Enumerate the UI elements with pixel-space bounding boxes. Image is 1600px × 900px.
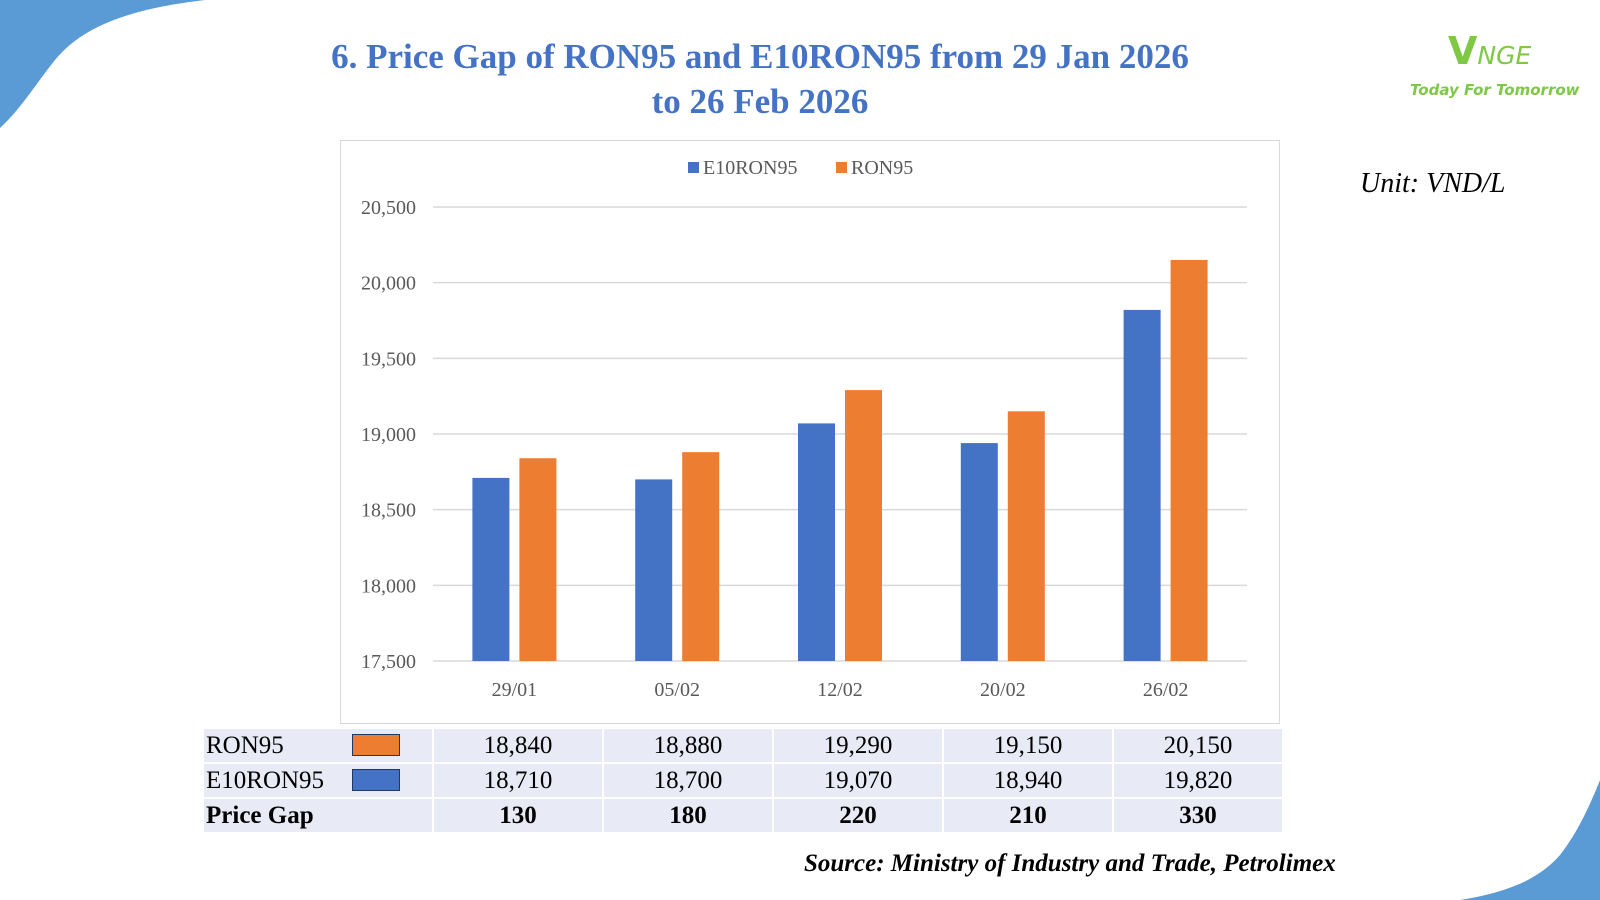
bar-e10ron95-05-02 <box>635 479 673 661</box>
table-cell: 330 <box>1114 799 1282 832</box>
bar-ron95-12-02 <box>845 390 882 661</box>
y-tick-label: 20,500 <box>361 197 416 219</box>
chart-gridlines <box>433 206 1247 662</box>
x-tick-label: 12/02 <box>817 679 863 701</box>
logo-wordmark: VNGE <box>1448 29 1531 73</box>
bar-ron95-05-02 <box>682 452 720 661</box>
logo-tagline: Today For Tomorrow <box>1410 81 1580 99</box>
table-cell: 18,840 <box>434 729 602 762</box>
table-cell: 19,820 <box>1114 764 1282 797</box>
y-tick-label: 19,500 <box>361 348 416 370</box>
table-cell: 18,700 <box>604 764 772 797</box>
legend-swatch-ron95 <box>836 162 847 173</box>
bar-ron95-26-02 <box>1170 259 1208 661</box>
table-cell: 180 <box>604 799 772 832</box>
bar-e10ron95-12-02 <box>798 423 835 661</box>
bar-e10ron95-26-02 <box>1123 309 1161 661</box>
table-cell: 220 <box>774 799 942 832</box>
vnge-logo: VNGE Today For Tomorrow <box>1400 15 1590 115</box>
legend-label-ron95: RON95 <box>851 157 913 179</box>
y-tick-label: 19,000 <box>361 424 416 446</box>
logo-check-v-icon: V <box>1448 29 1478 73</box>
corner-decoration-top-left <box>0 0 205 128</box>
row-label-cell: RON95 <box>204 729 432 762</box>
table-cell: 130 <box>434 799 602 832</box>
row-label: RON95 <box>206 731 284 759</box>
source-note: Source: Ministry of Industry and Trade, … <box>804 850 1336 877</box>
legend-label-e10ron95: E10RON95 <box>703 157 797 179</box>
chart-legend: E10RON95 RON95 <box>688 157 913 179</box>
table-cell: 19,150 <box>944 729 1112 762</box>
price-data-table: RON95 18,840 18,880 19,290 19,150 20,150… <box>202 727 1284 834</box>
ron95-color-swatch <box>352 734 400 756</box>
table-cell: 18,940 <box>944 764 1112 797</box>
bar-ron95-20-02 <box>1007 411 1045 661</box>
x-tick-label: 20/02 <box>980 679 1026 701</box>
bar-ron95-29-01 <box>519 458 557 661</box>
corner-decoration-bottom-right <box>1460 780 1600 900</box>
table-cell: 210 <box>944 799 1112 832</box>
table-row-e10ron95: E10RON95 18,710 18,700 19,070 18,940 19,… <box>204 764 1282 797</box>
x-axis-ticks: 29/01 05/02 12/02 20/02 26/02 <box>492 679 1189 701</box>
table-cell: 20,150 <box>1114 729 1282 762</box>
table-cell: 18,710 <box>434 764 602 797</box>
e10ron95-color-swatch <box>352 769 400 791</box>
row-label-cell: E10RON95 <box>204 764 432 797</box>
x-tick-label: 26/02 <box>1143 679 1189 701</box>
y-tick-label: 18,500 <box>361 500 416 522</box>
table-row-ron95: RON95 18,840 18,880 19,290 19,150 20,150 <box>204 729 1282 762</box>
table-cell: 18,880 <box>604 729 772 762</box>
bar-e10ron95-29-01 <box>472 477 510 661</box>
row-label-cell: Price Gap <box>204 799 432 832</box>
logo-wordmark-text: NGE <box>1477 41 1532 70</box>
bar-chart: E10RON95 RON95 17,500 18,000 18,500 19,000 19… <box>361 157 1247 701</box>
bar-e10ron95-20-02 <box>960 443 998 661</box>
unit-label: Unit: VND/L <box>1360 168 1506 199</box>
row-label: E10RON95 <box>206 766 325 794</box>
title-line-1: 6. Price Gap of RON95 and E10RON95 from … <box>331 37 1189 76</box>
table-row-price-gap: Price Gap 130 180 220 210 330 <box>204 799 1282 832</box>
table-cell: 19,070 <box>774 764 942 797</box>
y-tick-label: 18,000 <box>361 575 416 597</box>
y-tick-label: 17,500 <box>361 651 416 673</box>
row-label: Price Gap <box>206 801 314 829</box>
legend-swatch-e10ron95 <box>688 162 699 173</box>
y-tick-label: 20,000 <box>361 273 416 295</box>
x-tick-label: 29/01 <box>492 679 538 701</box>
chart-bars <box>472 259 1208 661</box>
x-tick-label: 05/02 <box>654 679 700 701</box>
page-title: 6. Price Gap of RON95 and E10RON95 from … <box>250 34 1270 124</box>
table-cell: 19,290 <box>774 729 942 762</box>
title-line-2: to 26 Feb 2026 <box>651 82 869 121</box>
chart-area: E10RON95 RON95 17,500 18,000 18,500 19,000 19… <box>340 140 1280 724</box>
y-axis-ticks: 17,500 18,000 18,500 19,000 19,500 20,000 20,5… <box>361 197 416 673</box>
